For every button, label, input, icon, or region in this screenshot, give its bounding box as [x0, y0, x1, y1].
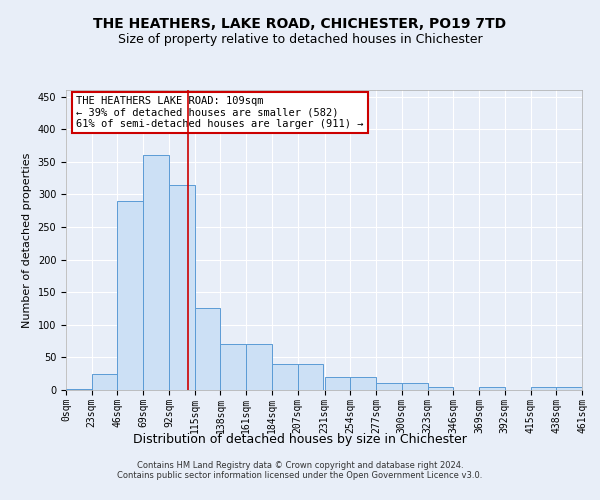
Bar: [479, 386, 505, 390]
Text: Distribution of detached houses by size in Chichester: Distribution of detached houses by size …: [133, 432, 467, 446]
Text: THE HEATHERS LAKE ROAD: 109sqm
← 39% of detached houses are smaller (582)
61% of: THE HEATHERS LAKE ROAD: 109sqm ← 39% of …: [76, 96, 364, 129]
Bar: [220, 344, 246, 390]
Bar: [325, 377, 350, 390]
Text: Contains HM Land Registry data © Crown copyright and database right 2024.
Contai: Contains HM Land Registry data © Crown c…: [118, 460, 482, 480]
Bar: [298, 364, 323, 390]
Bar: [246, 344, 272, 390]
Bar: [195, 308, 220, 390]
Bar: [428, 386, 453, 390]
Bar: [66, 388, 92, 390]
Bar: [556, 386, 582, 390]
Text: THE HEATHERS, LAKE ROAD, CHICHESTER, PO19 7TD: THE HEATHERS, LAKE ROAD, CHICHESTER, PO1…: [94, 18, 506, 32]
Y-axis label: Number of detached properties: Number of detached properties: [22, 152, 32, 328]
Bar: [530, 386, 556, 390]
Bar: [272, 364, 298, 390]
Bar: [118, 201, 143, 390]
Bar: [376, 384, 402, 390]
Bar: [350, 377, 376, 390]
Text: Size of property relative to detached houses in Chichester: Size of property relative to detached ho…: [118, 32, 482, 46]
Bar: [402, 384, 428, 390]
Bar: [143, 155, 169, 390]
Bar: [92, 374, 118, 390]
Bar: [169, 184, 195, 390]
